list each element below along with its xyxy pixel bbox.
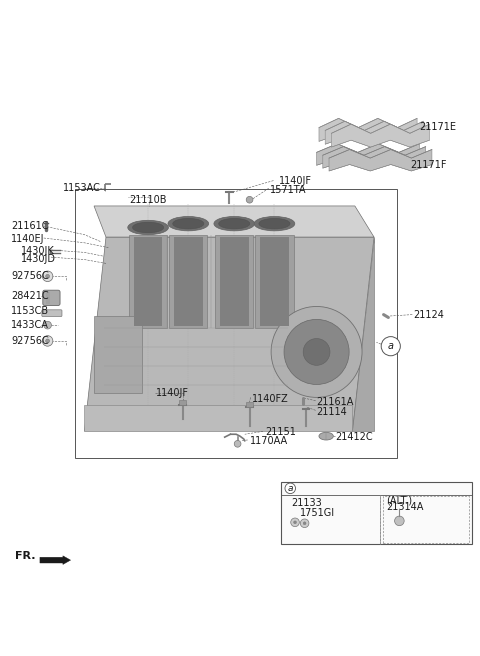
Bar	[179, 400, 186, 405]
Ellipse shape	[259, 218, 290, 229]
Bar	[281, 482, 472, 544]
FancyArrow shape	[40, 556, 71, 564]
FancyBboxPatch shape	[255, 235, 294, 328]
Circle shape	[300, 519, 309, 527]
Text: 28421C: 28421C	[11, 291, 49, 301]
Polygon shape	[319, 118, 417, 141]
Text: 92756C: 92756C	[11, 272, 49, 281]
Circle shape	[42, 271, 53, 281]
Text: 1170AA: 1170AA	[250, 436, 288, 446]
Text: a: a	[388, 341, 394, 351]
Polygon shape	[323, 146, 426, 168]
Polygon shape	[94, 206, 374, 237]
Circle shape	[395, 516, 404, 525]
Text: 1430JK: 1430JK	[21, 247, 55, 256]
Circle shape	[294, 521, 297, 523]
Ellipse shape	[254, 216, 295, 231]
Ellipse shape	[132, 222, 164, 233]
FancyBboxPatch shape	[84, 405, 352, 431]
Text: 1140EJ: 1140EJ	[11, 234, 45, 245]
Text: 1751GI: 1751GI	[300, 508, 335, 518]
Text: 1140JF: 1140JF	[279, 176, 312, 186]
Circle shape	[285, 483, 296, 493]
Text: 1433CA: 1433CA	[11, 320, 49, 330]
Polygon shape	[329, 150, 432, 171]
Circle shape	[246, 196, 253, 203]
Circle shape	[46, 339, 49, 343]
Circle shape	[44, 321, 51, 329]
Text: FR.: FR.	[15, 551, 36, 561]
Text: 21110B: 21110B	[129, 195, 167, 205]
FancyBboxPatch shape	[174, 237, 203, 325]
Circle shape	[303, 338, 330, 365]
Polygon shape	[352, 237, 374, 431]
Circle shape	[381, 337, 400, 356]
Ellipse shape	[168, 216, 209, 231]
Text: 21114: 21114	[317, 407, 348, 417]
Bar	[246, 402, 253, 407]
Ellipse shape	[219, 218, 250, 229]
FancyBboxPatch shape	[134, 237, 162, 325]
Text: 21133: 21133	[291, 498, 322, 508]
Text: 1571TA: 1571TA	[270, 185, 306, 195]
Text: 21171E: 21171E	[420, 122, 456, 132]
Circle shape	[271, 306, 362, 398]
Ellipse shape	[173, 218, 204, 229]
Text: 1430JD: 1430JD	[21, 254, 56, 264]
FancyBboxPatch shape	[169, 235, 207, 328]
Circle shape	[234, 440, 241, 447]
FancyBboxPatch shape	[94, 316, 142, 392]
Text: 1153AC: 1153AC	[63, 183, 101, 193]
Circle shape	[42, 336, 53, 346]
FancyBboxPatch shape	[129, 235, 167, 328]
Text: 1140JF: 1140JF	[156, 388, 189, 398]
Text: (ALT.): (ALT.)	[386, 495, 412, 505]
Circle shape	[46, 274, 49, 278]
Ellipse shape	[214, 216, 254, 231]
Text: 92756C: 92756C	[11, 336, 49, 346]
Text: 21151: 21151	[265, 427, 296, 438]
Circle shape	[284, 319, 349, 384]
Text: 21314A: 21314A	[386, 502, 423, 512]
FancyBboxPatch shape	[215, 235, 253, 328]
Polygon shape	[325, 121, 423, 144]
Text: 21171F: 21171F	[410, 160, 446, 171]
Text: a: a	[288, 484, 293, 493]
Text: 1153CB: 1153CB	[11, 306, 49, 316]
Text: 1140FZ: 1140FZ	[252, 394, 288, 404]
Text: 21161A: 21161A	[317, 397, 354, 407]
FancyBboxPatch shape	[43, 290, 60, 306]
Text: 21161C: 21161C	[11, 221, 49, 231]
Polygon shape	[84, 237, 374, 431]
Ellipse shape	[319, 432, 333, 440]
FancyBboxPatch shape	[42, 310, 62, 316]
FancyBboxPatch shape	[260, 237, 289, 325]
FancyBboxPatch shape	[220, 237, 249, 325]
Text: 21412C: 21412C	[336, 432, 373, 442]
Circle shape	[303, 522, 306, 525]
Circle shape	[291, 518, 300, 527]
Ellipse shape	[128, 220, 168, 235]
Polygon shape	[317, 144, 420, 165]
Bar	[75, 189, 397, 458]
Text: 21124: 21124	[413, 310, 444, 319]
Polygon shape	[331, 124, 430, 147]
